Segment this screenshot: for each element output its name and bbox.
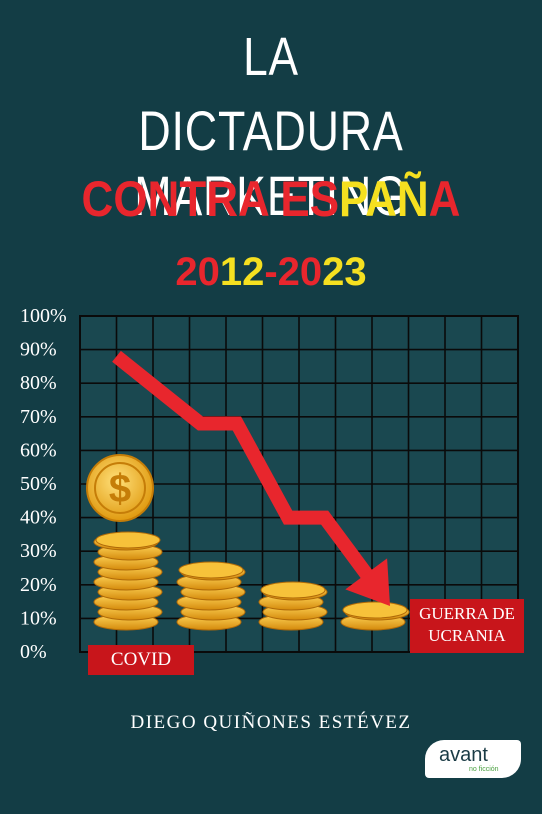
big-coin <box>86 454 154 522</box>
coin-stack <box>93 531 163 631</box>
subtitle: CONTRA ESPAÑA <box>33 170 510 228</box>
coin-stack <box>340 601 410 631</box>
year-part-a: 20 <box>175 250 220 294</box>
year-part-e: 23 <box>322 250 367 294</box>
y-tick-label: 0% <box>20 641 47 663</box>
title-line-2: DICTADURA MARKETING <box>134 99 408 227</box>
coin-stacks: $ <box>86 454 410 631</box>
arrow-line <box>112 350 385 596</box>
coin-symbol: $ <box>109 467 131 511</box>
big-coin-rim <box>94 462 146 514</box>
subtitle-part-1: CONTRA E <box>81 171 310 227</box>
subtitle-part-4: Ñ <box>396 171 429 227</box>
publisher-logo: avant no ficción <box>425 740 521 778</box>
coin-stack <box>176 561 246 631</box>
y-axis-ticks: 100% 90% 80% 70% 60% 50% 40% 30% 20% 10% 0% <box>20 305 67 663</box>
subtitle-part-5: A <box>428 171 461 227</box>
publisher-sub: no ficción <box>469 766 499 773</box>
coin-top <box>342 601 408 619</box>
y-tick-label: 90% <box>20 339 57 361</box>
y-tick-label: 70% <box>20 406 57 428</box>
y-tick-label: 60% <box>20 439 57 461</box>
y-tick-label: 50% <box>20 473 57 495</box>
year-part-b: 12 <box>219 250 265 294</box>
coin-stack <box>258 581 328 631</box>
subtitle-part-3: PA <box>339 171 397 227</box>
year-part-d: 20 <box>277 250 323 294</box>
war-label: GUERRA DE UCRANIA <box>410 599 524 653</box>
y-tick-label: 100% <box>20 305 67 327</box>
year-part-c: - <box>264 250 278 294</box>
coin-top <box>178 561 244 579</box>
war-label-line-2: UCRANIA <box>428 626 506 645</box>
y-tick-label: 10% <box>20 607 57 629</box>
coin-top <box>260 581 326 599</box>
subtitle-part-2: S <box>309 171 340 227</box>
y-tick-label: 20% <box>20 574 57 596</box>
title-line-1: LA <box>243 27 299 87</box>
y-tick-label: 40% <box>20 507 57 529</box>
arrow-head <box>345 558 391 606</box>
y-tick-label: 80% <box>20 372 57 394</box>
war-label-line-1: GUERRA DE <box>419 604 515 623</box>
coin-top <box>95 531 161 549</box>
author-name: DIEGO QUIÑONES ESTÉVEZ <box>130 712 412 733</box>
covid-label: COVID <box>88 645 194 675</box>
publisher-name: avant <box>439 744 488 766</box>
decline-arrow <box>112 350 391 606</box>
chart: 100% 90% 80% 70% 60% 50% 40% 30% 20% 10% 0% $ <box>20 305 519 663</box>
year-range: 2012-2023 <box>0 250 542 295</box>
y-tick-label: 30% <box>20 540 57 562</box>
